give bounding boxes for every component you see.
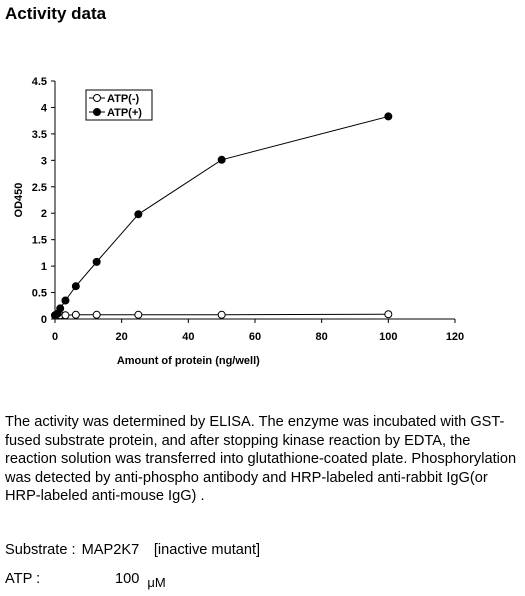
y-tick-label: 3	[41, 155, 47, 167]
y-axis-label: OD450	[13, 183, 25, 218]
data-point	[56, 304, 65, 313]
x-tick-label: 40	[182, 331, 194, 343]
y-tick-label: 0.5	[32, 288, 47, 300]
substrate-value: MAP2K7 [inactive mutant]	[81, 542, 261, 558]
atp-value: 100	[115, 571, 140, 587]
data-point	[217, 310, 226, 319]
data-point	[384, 112, 393, 121]
data-point	[71, 282, 80, 291]
data-point	[61, 311, 70, 320]
chart-legend: ATP(-) ATP(+)	[85, 89, 153, 121]
series-1	[51, 112, 393, 320]
atp-unit: μM	[147, 575, 166, 590]
data-point	[92, 310, 101, 319]
data-point	[71, 310, 80, 319]
x-tick-label: 0	[52, 331, 58, 343]
chart-axes: 0 0.5 1 1.5 2 2.5 3 3.5 4 4.5 0 20 40 60 80 100 120	[32, 76, 464, 343]
y-tick-label: 4	[41, 102, 48, 114]
substrate-row: Substrate : MAP2K7 [inactive mutant]	[5, 538, 260, 559]
x-tick-label: 20	[116, 331, 128, 343]
x-tick-label: 80	[316, 331, 328, 343]
page-title: Activity data	[5, 4, 107, 23]
x-tick-label: 100	[379, 331, 397, 343]
y-tick-label: 2	[41, 208, 47, 220]
chart-series	[51, 112, 393, 320]
y-tick-label: 0	[41, 314, 47, 326]
x-axis-label: Amount of protein (ng/well)	[117, 355, 260, 367]
data-point	[134, 310, 143, 319]
atp-value-group: 100 μM	[115, 571, 166, 590]
data-point	[134, 210, 143, 219]
y-tick-label: 2.5	[32, 182, 47, 194]
data-point	[217, 155, 226, 164]
data-point	[61, 296, 70, 305]
data-point	[92, 257, 101, 266]
legend-marker	[93, 108, 101, 116]
data-point	[384, 310, 393, 319]
series-line	[54, 115, 389, 316]
legend-marker	[93, 94, 101, 102]
substrate-label: Substrate :	[5, 542, 76, 558]
atp-label: ATP :	[5, 571, 41, 587]
y-tick-label: 1	[41, 261, 47, 273]
x-tick-label: 60	[249, 331, 261, 343]
y-tick-label: 1.5	[32, 235, 47, 247]
y-tick-label: 3.5	[32, 129, 47, 141]
x-tick-label: 120	[446, 331, 464, 343]
atp-row: ATP : 100 μM	[5, 571, 166, 590]
legend-label: ATP(+)	[107, 107, 142, 119]
activity-chart: 0 0.5 1 1.5 2 2.5 3 3.5 4 4.5 0 20 40 60 80 100 120 ATP(…	[13, 76, 464, 367]
y-tick-label: 4.5	[32, 76, 47, 88]
legend-label: ATP(-)	[107, 93, 140, 105]
description-text: The activity was determined by ELISA. Th…	[5, 414, 517, 505]
series-0	[51, 310, 393, 320]
